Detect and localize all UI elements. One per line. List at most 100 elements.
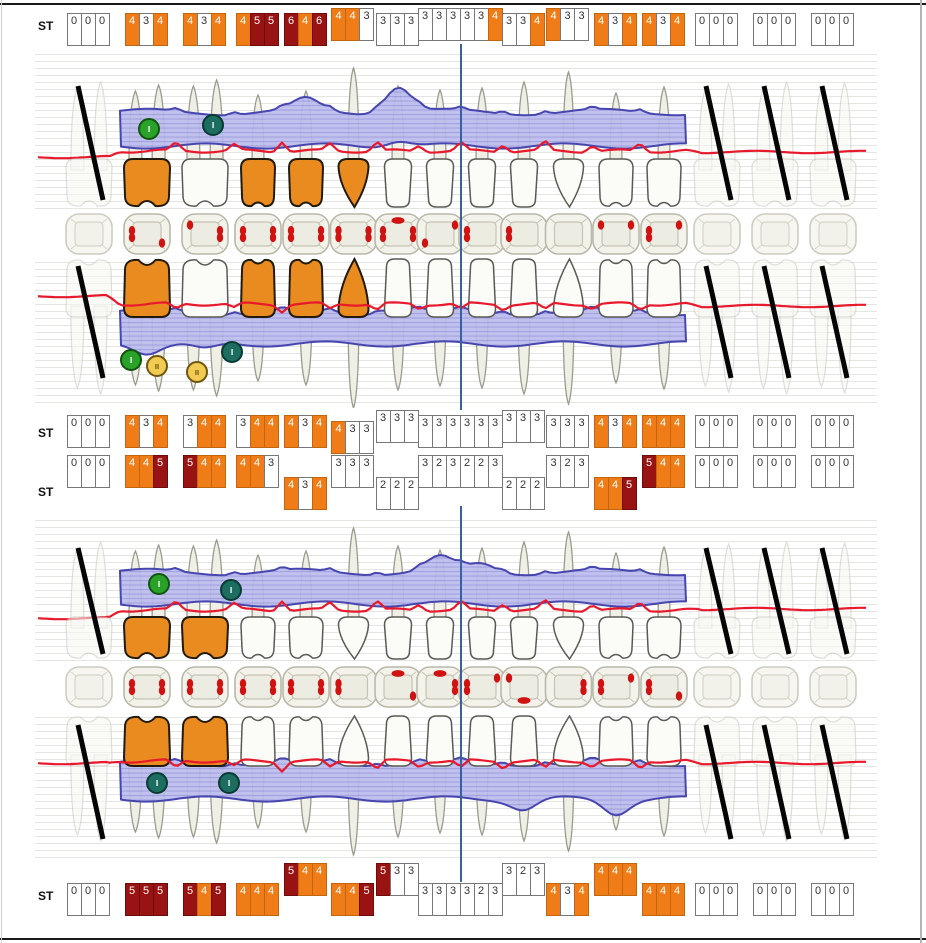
probing-depth-cell[interactable]: 3 <box>515 409 531 443</box>
probing-depth-cell[interactable]: 4 <box>249 455 265 488</box>
probing-depth-cell[interactable]: 6 <box>283 13 299 46</box>
tooth-2-crown[interactable] <box>122 715 172 767</box>
probing-depth-cell[interactable]: 3 <box>487 455 503 488</box>
probing-depth-cell[interactable]: 4 <box>621 13 637 46</box>
probing-depth-cell[interactable]: 0 <box>766 13 782 46</box>
probing-depth-cell[interactable]: 3 <box>574 415 589 448</box>
probing-depth-cell[interactable]: 3 <box>546 455 561 488</box>
probing-depth-cell[interactable]: 4 <box>124 415 140 448</box>
occlusal-tooth-3[interactable] <box>181 213 229 255</box>
probing-depth-cell[interactable]: 0 <box>838 13 854 46</box>
occlusal-tooth-8[interactable] <box>416 213 464 255</box>
furcation-grade-I-marker[interactable]: I <box>120 349 142 371</box>
tooth-7-crown[interactable] <box>383 258 413 318</box>
probing-depth-cell[interactable]: 0 <box>810 883 826 916</box>
probing-depth-cell[interactable]: 3 <box>655 13 671 46</box>
probing-depth-cell[interactable]: 0 <box>66 455 82 488</box>
furcation-grade-I-marker[interactable]: I <box>146 772 168 794</box>
furcation-grade-I-marker[interactable]: I <box>218 772 240 794</box>
probing-depth-cell[interactable]: 4 <box>574 883 589 916</box>
tooth-8-crown[interactable] <box>425 158 455 208</box>
tooth-7-crown[interactable] <box>383 715 413 767</box>
probing-depth-cell[interactable]: 3 <box>403 409 419 443</box>
probing-depth-cell[interactable]: 0 <box>694 883 710 916</box>
probing-depth-cell[interactable]: 3 <box>560 883 575 916</box>
tooth-10-crown[interactable] <box>509 258 539 318</box>
probing-depth-cell[interactable]: 4 <box>607 477 623 510</box>
tooth-11-crown[interactable] <box>552 257 585 318</box>
tooth-9-crown[interactable] <box>467 158 497 208</box>
probing-depth-cell[interactable]: 2 <box>431 455 447 488</box>
probing-depth-cell[interactable]: 4 <box>311 477 327 510</box>
tooth-6-crown[interactable] <box>337 158 370 209</box>
probing-depth-cell[interactable]: 0 <box>694 13 710 46</box>
occlusal-tooth-6[interactable] <box>329 213 378 255</box>
probing-depth-cell[interactable]: 4 <box>546 883 561 916</box>
probing-depth-cell[interactable]: 0 <box>722 415 738 448</box>
probing-depth-cell[interactable]: 3 <box>403 13 419 46</box>
probing-depth-cell[interactable]: 0 <box>766 455 782 488</box>
probing-depth-cell[interactable]: 3 <box>607 415 623 448</box>
occlusal-tooth-10[interactable] <box>500 213 548 255</box>
probing-depth-cell[interactable]: 4 <box>669 883 685 916</box>
probing-depth-cell[interactable]: 0 <box>722 883 738 916</box>
probing-depth-cell[interactable]: 3 <box>515 13 531 46</box>
occlusal-tooth-13[interactable] <box>640 213 688 255</box>
occlusal-tooth-13[interactable] <box>640 666 688 708</box>
tooth-10-crown[interactable] <box>509 158 539 208</box>
probing-depth-cell[interactable]: 0 <box>66 415 82 448</box>
probing-depth-cell[interactable]: 4 <box>210 455 226 488</box>
probing-depth-cell[interactable]: 3 <box>529 409 545 443</box>
furcation-grade-II-marker[interactable]: II <box>186 361 208 383</box>
tooth-3-crown[interactable] <box>180 616 230 660</box>
probing-depth-cell[interactable]: 3 <box>431 883 447 916</box>
probing-depth-cell[interactable]: 2 <box>515 477 531 510</box>
tooth-5-crown[interactable] <box>287 158 325 208</box>
probing-depth-cell[interactable]: 3 <box>345 420 360 454</box>
probing-depth-cell[interactable]: 4 <box>593 477 609 510</box>
probing-depth-cell[interactable]: 0 <box>708 415 724 448</box>
tooth-5-crown[interactable] <box>288 616 324 659</box>
probing-depth-cell[interactable]: 5 <box>641 455 657 488</box>
probing-depth-cell[interactable]: 6 <box>311 13 327 46</box>
probing-depth-cell[interactable]: 4 <box>235 13 251 46</box>
tooth-2-crown[interactable] <box>122 258 172 318</box>
occlusal-tooth-10[interactable] <box>500 666 548 708</box>
probing-depth-cell[interactable]: 0 <box>752 13 768 46</box>
probing-depth-cell[interactable]: 3 <box>359 420 374 454</box>
probing-depth-cell[interactable]: 4 <box>124 455 140 488</box>
probing-depth-cell[interactable]: 3 <box>331 455 346 488</box>
tooth-8-crown[interactable] <box>425 616 455 660</box>
probing-depth-cell[interactable]: 3 <box>501 13 517 46</box>
probing-depth-cell[interactable]: 2 <box>515 863 531 896</box>
probing-depth-cell[interactable]: 0 <box>80 415 96 448</box>
tooth-5-crown[interactable] <box>287 258 325 318</box>
probing-depth-cell[interactable]: 4 <box>283 415 299 448</box>
occlusal-tooth-3[interactable] <box>181 666 229 708</box>
occlusal-tooth-12[interactable] <box>592 666 640 708</box>
furcation-grade-I-marker[interactable]: I <box>202 114 224 136</box>
probing-depth-cell[interactable]: 3 <box>297 477 313 510</box>
probing-depth-cell[interactable]: 3 <box>431 415 447 448</box>
tooth-5-crown[interactable] <box>288 716 324 767</box>
probing-depth-cell[interactable]: 3 <box>417 455 433 488</box>
probing-depth-cell[interactable]: 5 <box>152 883 168 916</box>
probing-depth-cell[interactable]: 2 <box>459 455 475 488</box>
probing-depth-cell[interactable]: 0 <box>838 883 854 916</box>
probing-depth-cell[interactable]: 3 <box>417 415 433 448</box>
probing-depth-cell[interactable]: 4 <box>669 13 685 46</box>
probing-depth-cell[interactable]: 0 <box>722 455 738 488</box>
probing-depth-cell[interactable]: 3 <box>560 8 575 41</box>
tooth-11-crown[interactable] <box>552 616 585 661</box>
probing-depth-cell[interactable]: 3 <box>138 415 154 448</box>
probing-depth-cell[interactable]: 4 <box>196 883 212 916</box>
tooth-4-crown[interactable] <box>240 616 276 659</box>
occlusal-tooth-8[interactable] <box>416 666 464 708</box>
probing-depth-cell[interactable]: 4 <box>124 13 140 46</box>
probing-depth-cell[interactable]: 4 <box>593 13 609 46</box>
probing-depth-cell[interactable]: 4 <box>529 13 545 46</box>
probing-depth-cell[interactable]: 0 <box>80 13 96 46</box>
probing-depth-cell[interactable]: 0 <box>94 455 110 488</box>
tooth-3-crown[interactable] <box>181 259 229 318</box>
occlusal-tooth-4[interactable] <box>234 213 282 255</box>
